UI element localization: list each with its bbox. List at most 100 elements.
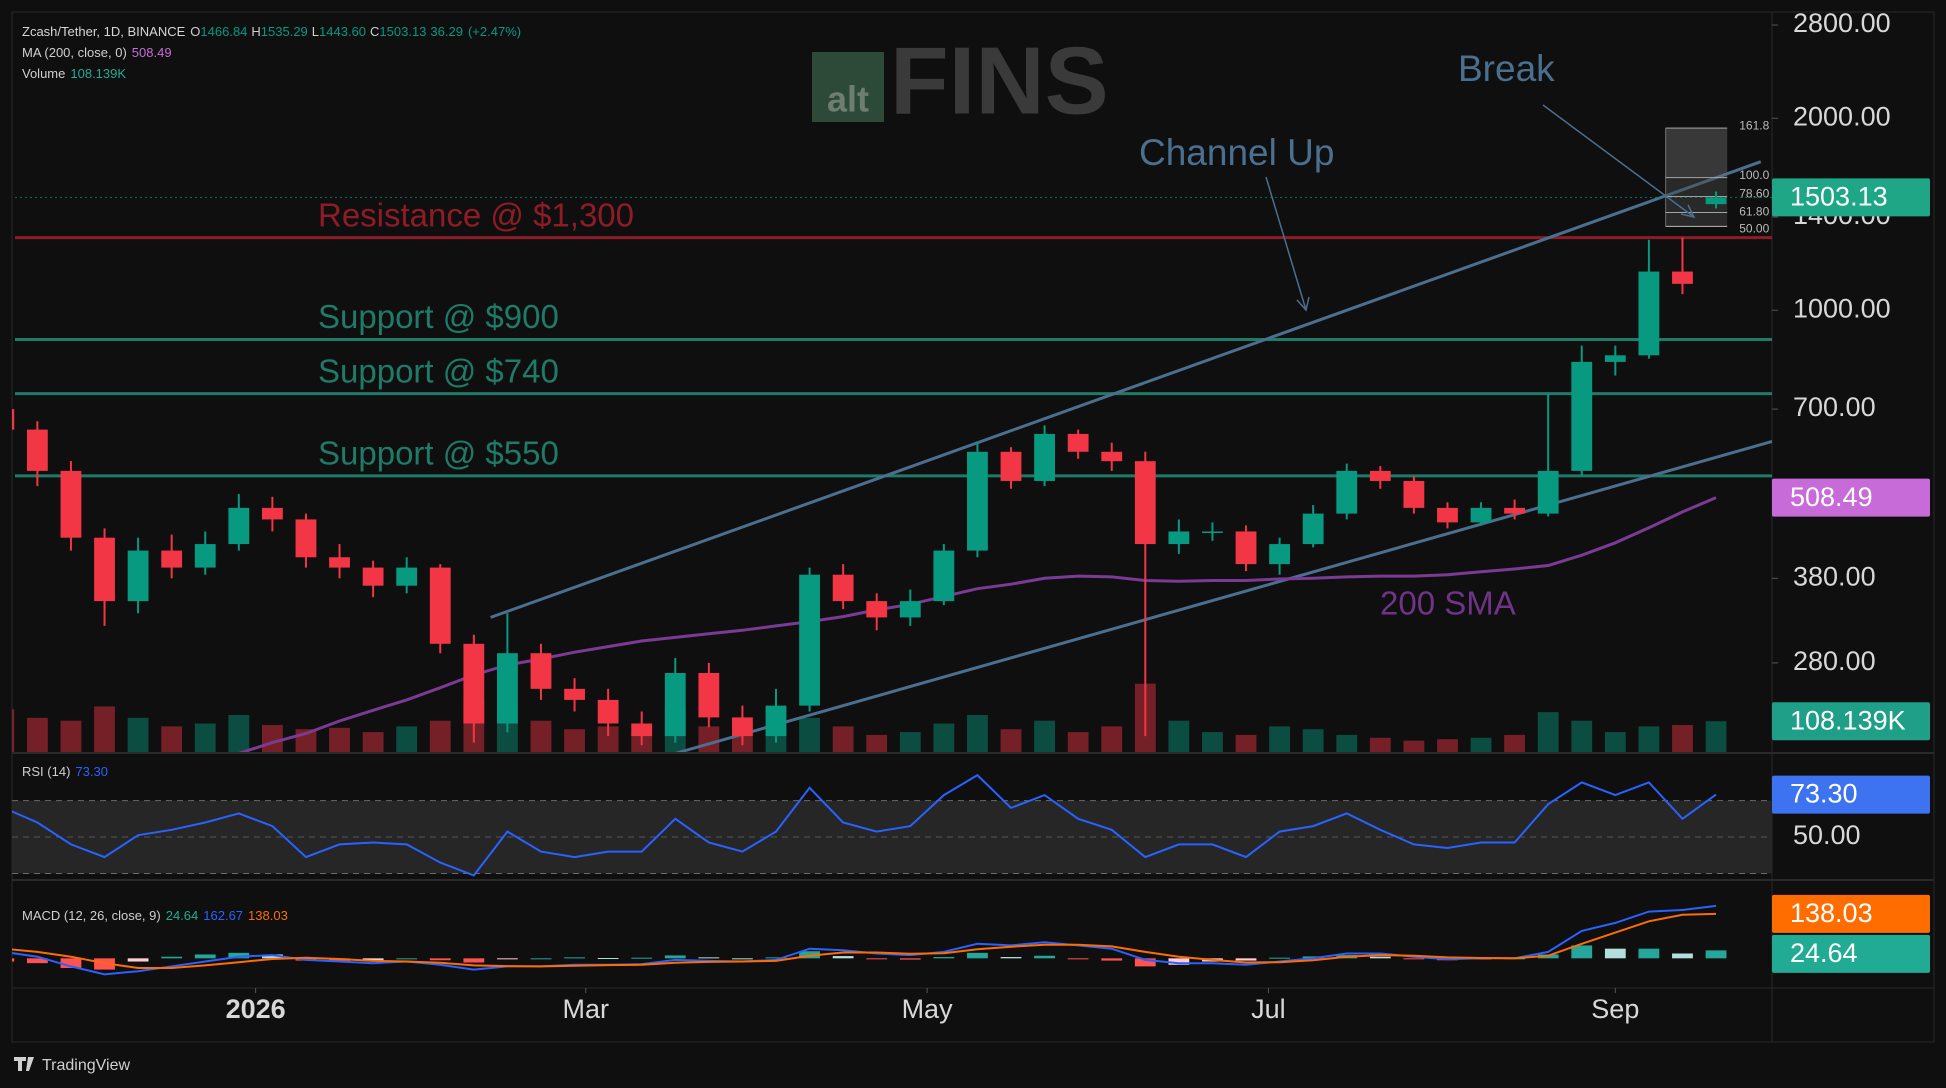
macd-hist — [1403, 958, 1425, 960]
volume-bar — [933, 723, 955, 752]
indicator-value: 24.64 — [165, 908, 199, 923]
macd-hist — [967, 952, 988, 959]
logo-small: alt — [827, 79, 869, 120]
volume-bar — [1269, 726, 1291, 752]
volume-bar — [1235, 734, 1257, 752]
candle-body — [698, 672, 720, 718]
macd-hist — [597, 958, 619, 960]
macd-hist — [933, 957, 955, 959]
indicator-value: 508.49 — [131, 45, 172, 60]
macd-hist — [1034, 955, 1055, 959]
volume-bar — [1000, 729, 1022, 752]
volume-badge-bg — [1772, 702, 1930, 741]
ohlc-value: 1466.84 — [200, 24, 248, 39]
rsi-badge-bg — [1772, 775, 1930, 814]
macd-hist — [396, 958, 418, 960]
arrow-head — [1296, 296, 1310, 312]
candle-body — [194, 544, 216, 568]
candle-body — [1202, 531, 1223, 533]
volume-bar — [530, 720, 552, 752]
signal-line — [12, 912, 1717, 969]
x-tick-label: May — [902, 994, 954, 1024]
volume-bar — [12, 709, 15, 752]
channel-line — [490, 160, 1762, 619]
annotation-arrow — [1265, 176, 1307, 311]
level-label: Support @ $740 — [318, 352, 559, 389]
candle-body — [1235, 531, 1257, 565]
candle-body — [295, 519, 317, 558]
candle-body — [1101, 451, 1123, 462]
volume-bar — [899, 732, 921, 752]
candle-body — [933, 550, 955, 602]
macd-hist — [429, 958, 451, 961]
candle-body — [1067, 433, 1089, 452]
logo-large: FINS — [890, 27, 1109, 134]
indicator-name: MACD (12, 26, close, 9) — [22, 908, 161, 923]
ohlc-value: 1535.29 — [260, 24, 308, 39]
volume-bar — [1369, 737, 1391, 752]
ohlc-item: C1503.13 — [370, 24, 426, 39]
ohlc-value: 1443.60 — [319, 24, 367, 39]
macd-hist — [463, 958, 485, 963]
fib-zone — [1665, 177, 1728, 197]
candle-body — [765, 705, 787, 737]
indicator-name: MA (200, close, 0) — [22, 45, 127, 60]
indicator-value: 138.03 — [248, 908, 288, 923]
candle-body — [1269, 544, 1291, 565]
price-badge-bg — [1772, 178, 1930, 217]
candle-body — [1336, 470, 1358, 514]
volume-bar — [1470, 737, 1492, 752]
fib-label: 50.00 — [1739, 221, 1769, 235]
annotation: Break — [1458, 48, 1555, 89]
legend-row: MACD (12, 26, close, 9) 24.64 162.67 138.03 — [22, 908, 293, 923]
macd-hist — [1638, 948, 1660, 959]
candle-body — [261, 507, 283, 520]
fib-label: 61.80 — [1739, 205, 1769, 219]
macd-hist — [261, 954, 283, 959]
volume-bar — [698, 726, 720, 752]
fib-label: 100.0 — [1739, 168, 1769, 182]
x-tick-label: 2026 — [226, 994, 286, 1024]
change: 36.29 — [430, 24, 463, 39]
volume-bar — [1504, 734, 1526, 752]
candle-body — [799, 574, 820, 706]
macd-hist — [194, 954, 216, 959]
volume-bar — [597, 726, 619, 752]
macd-hist — [1134, 958, 1156, 967]
volume-bar — [362, 732, 384, 752]
volume-bar — [1537, 712, 1559, 752]
legend-row: Volume 108.139K — [22, 66, 131, 81]
level-label: Support @ $900 — [318, 298, 559, 335]
volume-bar — [1705, 721, 1727, 752]
candle-body — [866, 601, 888, 618]
ohlc-item: L1443.60 — [312, 24, 366, 39]
volume-bar — [429, 720, 451, 752]
candle-body — [228, 507, 250, 545]
macd-hist — [1235, 958, 1257, 961]
macd-hist — [362, 958, 384, 961]
volume-bar — [60, 720, 82, 752]
ohlc-item: H1535.29 — [251, 24, 307, 39]
macd-hist — [564, 957, 585, 959]
indicator-value: 108.139K — [70, 66, 127, 81]
macd-hist — [127, 958, 149, 962]
volume-bar — [194, 723, 216, 752]
y-tick-label: 280.00 — [1793, 646, 1876, 676]
volume-bar — [94, 706, 115, 752]
candle-body — [429, 567, 451, 644]
ohlc-value: 1503.13 — [379, 24, 427, 39]
indicator-name: Volume — [22, 66, 66, 81]
candle-body — [1369, 470, 1391, 481]
volume-bar — [564, 729, 585, 752]
ohlc-key: L — [311, 24, 320, 39]
volume-bar — [1604, 732, 1626, 752]
fib-label: 161.8 — [1739, 118, 1769, 132]
hist-badge: 24.64 — [1790, 938, 1858, 968]
candle-body — [496, 653, 518, 724]
volume-bar — [967, 715, 988, 752]
candle-body — [732, 717, 753, 737]
candle-body — [564, 688, 585, 700]
ohlc-item: O1466.84 — [190, 24, 247, 39]
macd-hist — [496, 958, 518, 960]
volume-bar — [396, 726, 418, 752]
